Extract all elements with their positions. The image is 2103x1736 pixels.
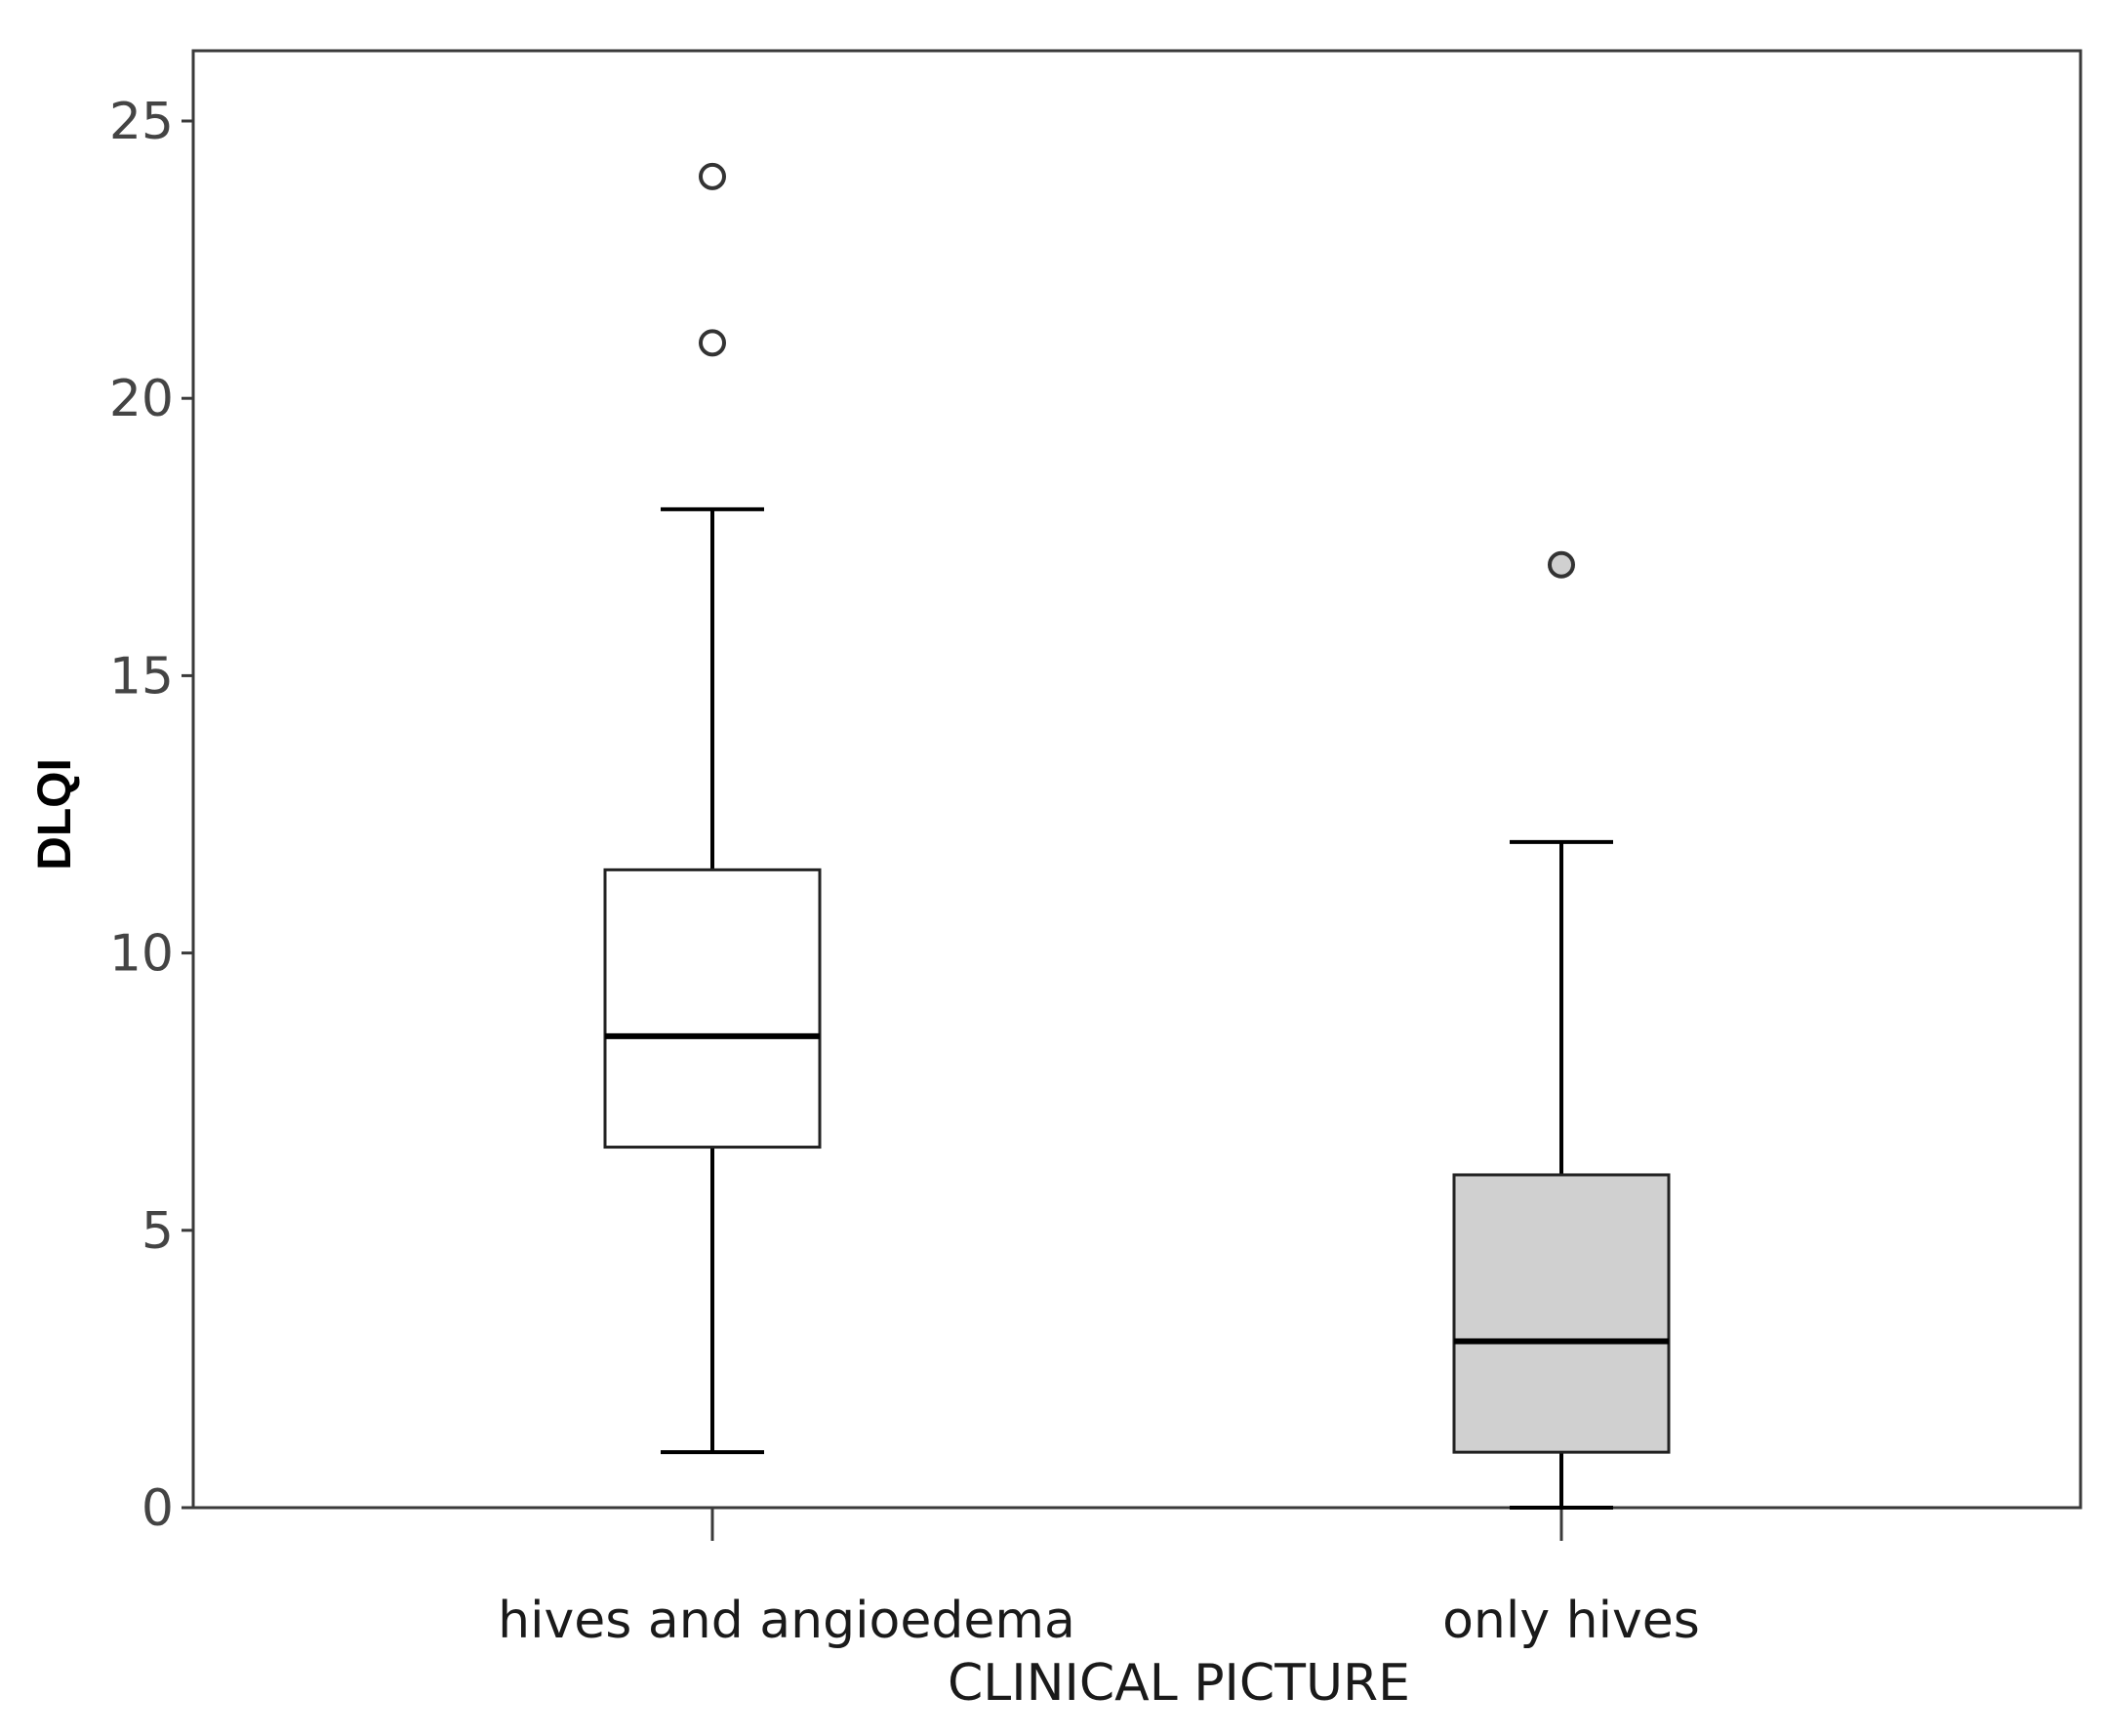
outlier-point: [699, 329, 726, 357]
y-axis-title: DLQI: [29, 758, 81, 870]
y-tick-label: 10: [109, 925, 174, 984]
outlier-point: [699, 162, 726, 190]
x-category-label: only hives: [1442, 1592, 1700, 1650]
y-tick-label: 25: [109, 93, 174, 151]
plot-frame: [191, 49, 2083, 1510]
box-group: [1452, 550, 1671, 1510]
x-axis-title: CLINICAL PICTURE: [948, 1654, 1410, 1713]
boxes-layer: [603, 162, 1671, 1510]
x-category-label: hives and angioedema: [498, 1592, 1075, 1650]
y-tick-label: 0: [142, 1479, 174, 1538]
box-group: [603, 162, 822, 1455]
x-axis: hives and angioedema only hives: [498, 1508, 1700, 1650]
iqr-box: [1452, 1173, 1671, 1454]
y-tick-label: 20: [109, 370, 174, 428]
y-tick-label: 5: [142, 1202, 174, 1261]
y-tick-label: 15: [109, 647, 174, 706]
y-axis: 0 5 10 15 20 25: [109, 93, 193, 1538]
outlier-point: [1548, 550, 1575, 579]
iqr-box: [603, 868, 822, 1150]
